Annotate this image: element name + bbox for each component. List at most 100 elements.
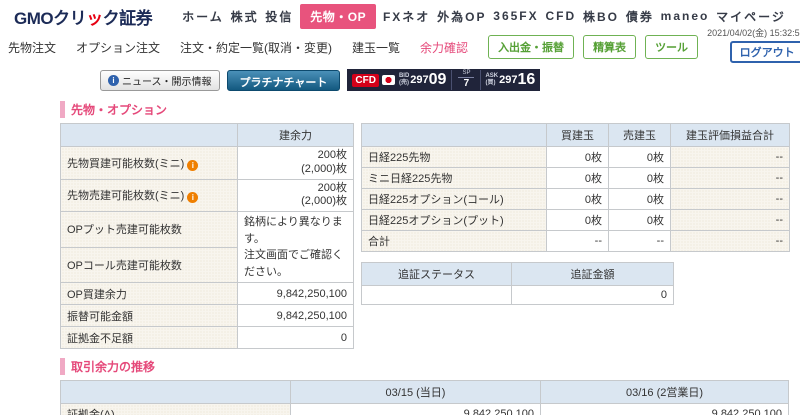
nav-item-bonds[interactable]: 債券 [625, 9, 654, 24]
bid-label: BID [398, 73, 410, 80]
margin-call-amount-value: 0 [511, 285, 674, 305]
pl-value: -- [670, 230, 790, 252]
session-area: 2021/04/02(金) 15:32:50 ログアウト [707, 26, 800, 63]
row-label: 先物売建可能枚数(ミニ) i [60, 178, 238, 212]
pl-value: -- [670, 209, 790, 231]
info-icon: i [108, 74, 119, 86]
capacity-empty-header [60, 123, 238, 147]
row-label: 日経225オプション(コール) [361, 188, 547, 210]
capacity-table: 建余力 先物買建可能枚数(ミニ) i 200枚 (2,000)枚 先物売建可能枚数(… [60, 123, 354, 349]
transition-col1-header: 03/15 (当日) [290, 380, 541, 404]
deposit-transfer-button[interactable]: 入出金・振替 [488, 35, 575, 59]
table-header-row: 買建玉 売建玉 建玉評価損益合計 [361, 123, 790, 147]
japan-flag-icon [381, 75, 395, 85]
nav-item-cfd[interactable]: CFD [545, 9, 577, 23]
pl-value: -- [670, 146, 790, 168]
table-row: 日経225オプション(コール) 0枚 0枚 -- [361, 188, 790, 210]
sub-navigation: 先物注文 オプション注文 注文・約定一覧(取消・変更) 建玉一覧 余力確認 入出… [0, 28, 800, 64]
ask-price: 297 [499, 74, 518, 86]
spread-value: 7 [463, 78, 470, 90]
platinum-chart-button[interactable]: プラチナチャート [226, 69, 341, 91]
subnav-futures-order[interactable]: 先物注文 [8, 40, 57, 55]
table-header-row: 追証ステータス 追証金額 [361, 262, 674, 286]
logout-button[interactable]: ログアウト [729, 40, 800, 63]
nav-item-gaitame-op[interactable]: 外為OP [437, 9, 487, 24]
top-nav-items: ホーム 株式 投信 先物・OP FXネオ 外為OP 365FX CFD 株BO … [182, 3, 786, 29]
nav-item-stocks[interactable]: 株式 [230, 9, 259, 24]
row-value: 200枚 (2,000)枚 [237, 146, 354, 180]
logo-text: GMOクリ [14, 8, 87, 28]
logo-accent: ッ [86, 8, 103, 28]
buy-value: 0枚 [546, 209, 609, 231]
margin-call-amount-header: 追証金額 [511, 262, 674, 286]
margin-call-status-value [361, 285, 512, 305]
nav-item-maneo[interactable]: maneo [660, 9, 710, 23]
table-row: OP買建余力 9,842,250,100 [60, 282, 354, 305]
nav-item-futures-op[interactable]: 先物・OP [300, 3, 377, 29]
info-icon[interactable]: i [187, 159, 199, 171]
sell-positions-header: 売建玉 [608, 123, 671, 147]
settlement-sheet-button[interactable]: 精算表 [583, 35, 637, 59]
row-label: ミニ日経225先物 [361, 167, 547, 189]
right-column: 買建玉 売建玉 建玉評価損益合計 日経225先物 0枚 0枚 -- ミニ日経22… [361, 123, 790, 305]
table-row: 0 [361, 285, 674, 305]
row-label: 証拠金不足額 [60, 326, 238, 349]
ask-quote: ASK (買) 297 16 [485, 72, 535, 88]
capacity-note: 銘柄により異なります。 注文画面でご確認ください。 [237, 211, 354, 283]
pl-header: 建玉評価損益合計 [670, 123, 790, 147]
table-row: OPコール売建可能枚数 [60, 246, 354, 283]
tools-button[interactable]: ツール [645, 35, 699, 59]
news-disclosure-button[interactable]: i ニュース・開示情報 [100, 69, 220, 91]
buy-positions-header: 買建玉 [546, 123, 609, 147]
buy-value: 0枚 [546, 146, 609, 168]
gmo-click-logo[interactable]: GMOクリック証券 [14, 4, 153, 29]
row-value: 200枚 (2,000)枚 [237, 178, 354, 212]
table-row: OPプット売建可能枚数 銘柄により異なります。 注文画面でご確認ください。 [60, 211, 354, 283]
cfd-rate-ticker: CFD BID (売) 297 09 SP 7 ASK (買) 297 16 [347, 69, 541, 91]
table-row: 先物売建可能枚数(ミニ) i 200枚 (2,000)枚 [60, 178, 354, 212]
subnav-position-list[interactable]: 建玉一覧 [352, 40, 401, 55]
row-label: 証拠金(A) [60, 403, 291, 415]
positions-empty-header [361, 123, 547, 147]
table-row: 日経225オプション(プット) 0枚 0枚 -- [361, 209, 790, 231]
main-content: 先物・オプション 建余力 先物買建可能枚数(ミニ) i 200枚 (2,000)枚 … [0, 101, 800, 415]
news-button-label: ニュース・開示情報 [122, 76, 212, 88]
row-value: 0 [237, 326, 354, 349]
row-label: 日経225先物 [361, 146, 547, 168]
table-row: 合計 -- -- -- [361, 230, 790, 252]
table-row: 先物買建可能枚数(ミニ) i 200枚 (2,000)枚 [60, 146, 354, 180]
row-value: 9,842,250,100 [237, 282, 354, 305]
sell-value: 0枚 [608, 209, 671, 231]
transition-col2-header: 03/16 (2営業日) [540, 380, 789, 404]
nav-item-mypage[interactable]: マイページ [716, 9, 786, 24]
logo-text-right: ク証券 [102, 8, 153, 28]
subnav-order-list[interactable]: 注文・約定一覧(取消・変更) [180, 40, 333, 55]
buy-value: -- [546, 230, 609, 252]
current-datetime: 2021/04/02(金) 15:32:50 [707, 27, 800, 38]
table-row: ミニ日経225先物 0枚 0枚 -- [361, 167, 790, 189]
nav-item-funds[interactable]: 投信 [265, 9, 294, 24]
pl-value: -- [670, 167, 790, 189]
nav-item-fx-neo[interactable]: FXネオ [382, 9, 431, 24]
nav-item-home[interactable]: ホーム [182, 9, 224, 24]
margin-call-table: 追証ステータス 追証金額 0 [361, 262, 674, 305]
row-value: 9,842,250,100 [237, 304, 354, 327]
sell-value: -- [608, 230, 671, 252]
positions-table: 買建玉 売建玉 建玉評価損益合計 日経225先物 0枚 0枚 -- ミニ日経22… [361, 123, 790, 252]
section-title-capacity-transition: 取引余力の推移 [60, 358, 788, 375]
day1-value: 9,842,250,100 [290, 403, 541, 415]
ask-price-pips: 16 [517, 71, 536, 88]
spread-block: SP 7 [451, 69, 482, 91]
nav-item-kabu-bo[interactable]: 株BO [582, 9, 619, 24]
subnav-margin-check[interactable]: 余力確認 [420, 40, 469, 55]
buy-value: 0枚 [546, 167, 609, 189]
subnav-option-order[interactable]: オプション注文 [76, 40, 161, 55]
row-label: OPプット売建可能枚数 [60, 211, 238, 248]
sell-value: 0枚 [608, 167, 671, 189]
info-icon[interactable]: i [187, 192, 199, 204]
bid-quote: BID (売) 297 09 [399, 72, 447, 88]
capacity-header: 建余力 [237, 123, 354, 147]
buy-value: 0枚 [546, 188, 609, 210]
nav-item-365fx[interactable]: 365FX [493, 9, 539, 23]
top-navigation: GMOクリック証券 ホーム 株式 投信 先物・OP FXネオ 外為OP 365F… [0, 0, 800, 29]
